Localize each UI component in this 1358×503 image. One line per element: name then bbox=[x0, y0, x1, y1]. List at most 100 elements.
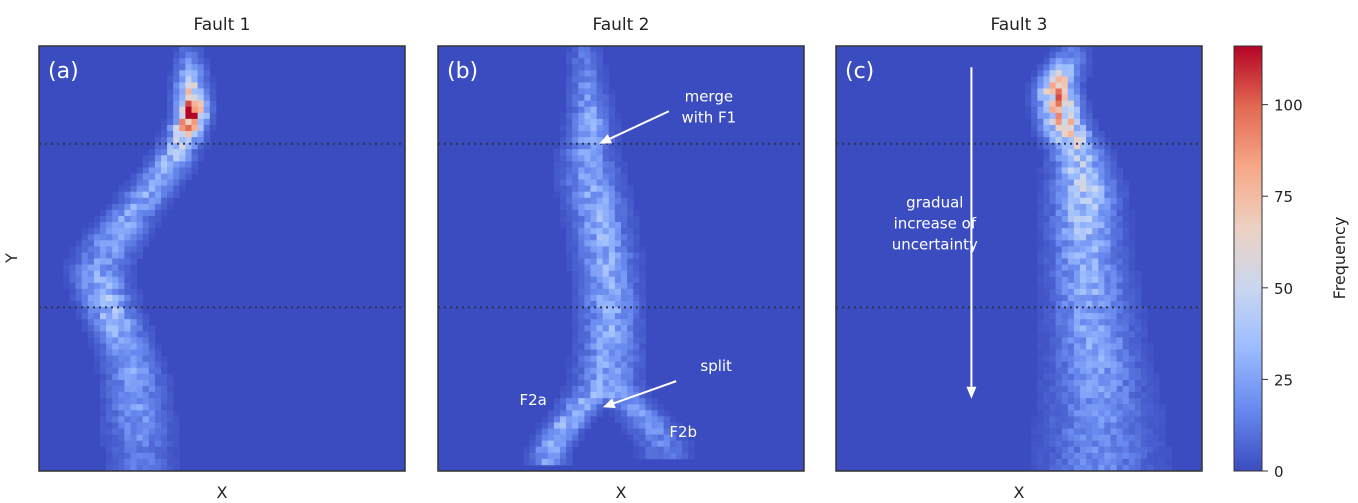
heatmap-cell bbox=[142, 240, 150, 247]
heatmap-cell bbox=[1116, 167, 1124, 174]
heatmap-cell bbox=[596, 185, 604, 193]
heatmap-cell bbox=[627, 416, 634, 423]
heatmap-cell bbox=[130, 434, 137, 442]
heatmap-cell bbox=[75, 301, 83, 308]
heatmap-cell bbox=[1055, 118, 1063, 126]
divider-lines bbox=[39, 142, 405, 309]
heatmap-cell bbox=[566, 82, 573, 89]
heatmap-cell bbox=[161, 118, 168, 126]
heatmap-cell bbox=[63, 258, 70, 265]
heatmap-cell bbox=[118, 458, 125, 466]
heatmap-cell bbox=[1043, 94, 1050, 102]
heatmap-cell bbox=[578, 112, 585, 120]
heatmap-cell bbox=[547, 422, 555, 429]
heatmap-cell bbox=[578, 173, 585, 180]
heatmap-cell bbox=[1086, 64, 1093, 71]
heatmap-cell bbox=[572, 392, 579, 399]
heatmap-cell bbox=[1134, 282, 1142, 290]
heatmap-cell bbox=[100, 379, 107, 387]
heatmap-cell bbox=[1073, 52, 1081, 59]
heatmap-cell bbox=[1037, 246, 1044, 253]
heatmap-cell bbox=[1073, 325, 1081, 332]
heatmap-cell bbox=[142, 185, 150, 193]
heatmap-cell bbox=[118, 428, 125, 435]
heatmap-cell bbox=[185, 173, 192, 180]
heatmap-cell bbox=[621, 422, 628, 429]
heatmap-cell bbox=[118, 191, 125, 199]
heatmap-cell bbox=[1067, 392, 1075, 399]
heatmap-cell bbox=[541, 440, 549, 448]
heatmap-cell bbox=[621, 367, 628, 375]
heatmap-cell bbox=[1122, 264, 1130, 272]
heatmap-cell bbox=[596, 173, 604, 180]
heatmap-cell bbox=[1122, 234, 1130, 241]
heatmap-cell bbox=[1092, 349, 1099, 357]
heatmap-cell bbox=[1055, 410, 1063, 417]
heatmap-cell bbox=[1073, 258, 1081, 265]
heatmap-cell bbox=[130, 422, 137, 429]
heatmap-cell bbox=[614, 367, 622, 375]
heatmap-cell bbox=[1128, 331, 1136, 338]
heatmap-cell bbox=[1110, 434, 1117, 442]
heatmap-cell bbox=[124, 379, 131, 387]
heatmap-cell bbox=[1080, 458, 1087, 466]
heatmap-cell bbox=[1092, 410, 1099, 417]
heatmap-cell bbox=[173, 106, 180, 114]
heatmap-cell bbox=[596, 240, 604, 247]
heatmap-cell bbox=[185, 76, 192, 83]
heatmap-cell bbox=[639, 282, 646, 290]
heatmap-cell bbox=[627, 386, 634, 393]
heatmap-cell bbox=[1043, 143, 1050, 150]
heatmap-cell bbox=[614, 124, 622, 132]
heatmap-cell bbox=[1043, 191, 1050, 199]
heatmap-cell bbox=[148, 343, 156, 350]
heatmap-cell bbox=[1092, 379, 1099, 387]
heatmap-cell bbox=[1080, 307, 1087, 314]
heatmap-cell bbox=[627, 367, 634, 375]
heatmap-cell bbox=[142, 458, 150, 466]
heatmap-cell bbox=[639, 440, 646, 448]
heatmap-cell bbox=[1128, 294, 1136, 302]
heatmap-cell bbox=[688, 440, 695, 448]
heatmap-cell bbox=[1110, 203, 1117, 211]
heatmap-cell bbox=[1049, 58, 1056, 65]
heatmap-cell bbox=[203, 124, 211, 132]
heatmap-cell bbox=[1049, 294, 1056, 302]
heatmap-cell bbox=[173, 137, 180, 144]
heatmap-cell bbox=[682, 440, 689, 448]
heatmap-cell bbox=[1073, 337, 1081, 344]
heatmap-cell bbox=[118, 392, 125, 399]
plot-frame bbox=[437, 45, 805, 472]
heatmap-cell bbox=[1055, 209, 1063, 217]
heatmap-cell bbox=[535, 428, 543, 435]
heatmap-cell bbox=[1116, 404, 1124, 411]
heatmap-cell bbox=[1098, 373, 1105, 381]
heatmap-cell bbox=[596, 264, 604, 272]
heatmap-cell bbox=[124, 203, 131, 211]
heatmap-cell bbox=[590, 94, 597, 102]
heatmap-cell bbox=[1043, 434, 1050, 442]
heatmap-cell bbox=[547, 452, 555, 460]
heatmap-cell bbox=[560, 222, 567, 229]
heatmap-cell bbox=[112, 373, 119, 381]
heatmap-cell bbox=[1086, 252, 1093, 259]
heatmap-cell bbox=[203, 64, 211, 71]
heatmap-cell bbox=[112, 325, 119, 332]
heatmap-cell bbox=[639, 428, 646, 435]
heatmap-cell bbox=[596, 398, 604, 405]
heatmap-cell bbox=[627, 301, 634, 308]
heatmap-cell bbox=[578, 319, 585, 326]
heatmap-cell bbox=[75, 258, 83, 265]
heatmap-cell bbox=[1025, 82, 1032, 89]
heatmap-cell bbox=[560, 179, 567, 187]
annotation-arrow bbox=[613, 380, 677, 405]
heatmap-cell bbox=[148, 361, 156, 369]
heatmap-cell bbox=[1067, 118, 1075, 126]
heatmap-cell bbox=[621, 173, 628, 180]
heatmap-cell bbox=[529, 446, 536, 454]
heatmap-cell bbox=[1141, 392, 1148, 399]
heatmap-cell bbox=[1055, 46, 1063, 53]
heatmap-cell bbox=[142, 379, 150, 387]
heatmap-cell bbox=[633, 440, 640, 448]
